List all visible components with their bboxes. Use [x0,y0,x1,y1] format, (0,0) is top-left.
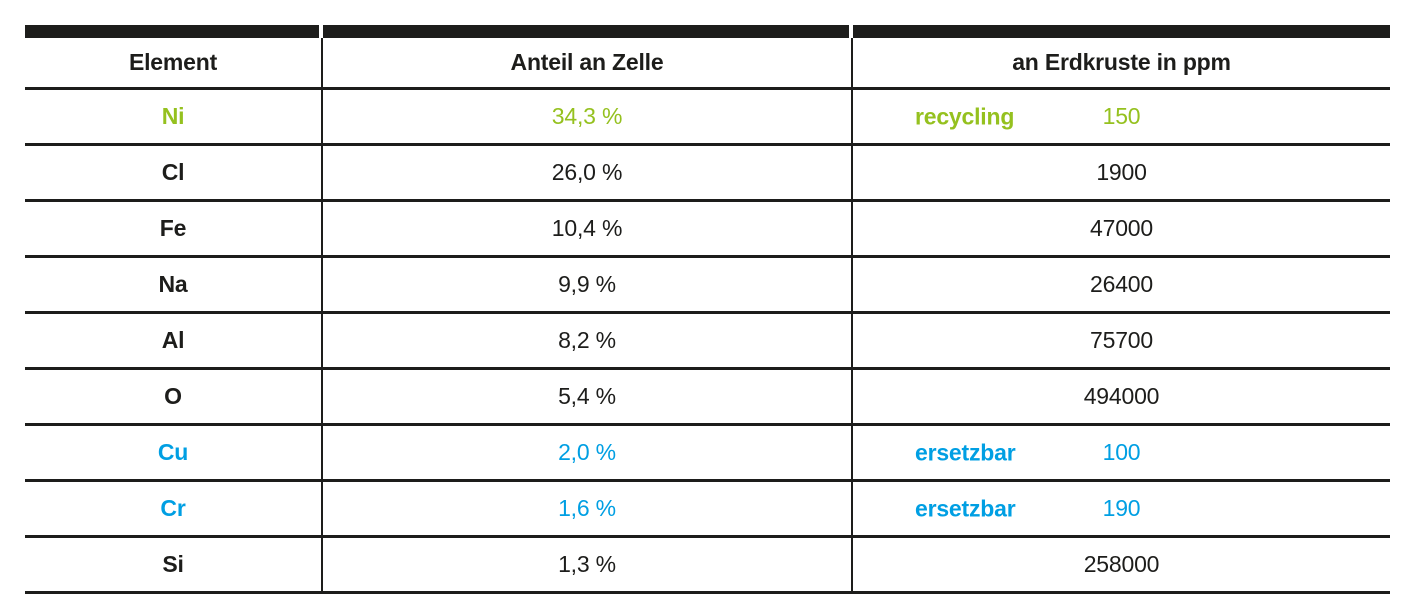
share-value: 1,3 % [321,538,851,591]
crust-value: 1900 [1096,159,1147,185]
top-bar-segment [25,25,319,38]
crust-value: 100 [1102,439,1141,465]
crust-value: 26400 [1090,271,1153,297]
element-symbol: Cl [161,159,185,185]
share-value: 8,2 % [321,314,851,367]
crust-cell: 1900 [851,146,1390,199]
table-row: Cl 26,0 % 1900 [25,146,1390,202]
crust-cell: 494000 [851,370,1390,423]
crust-cell: 75700 [851,314,1390,367]
table-row: O 5,4 % 494000 [25,370,1390,426]
crust-value: 190 [1102,495,1141,521]
top-bar-gap [849,25,853,38]
crust-annotation: ersetzbar [915,439,1016,465]
share-value: 5,4 % [321,370,851,423]
element-symbol: Ni [161,103,185,129]
table-row: Cr 1,6 % ersetzbar 190 [25,482,1390,538]
share-value: 34,3 % [321,90,851,143]
crust-cell: 47000 [851,202,1390,255]
table-row: Na 9,9 % 26400 [25,258,1390,314]
share-value: 9,9 % [321,258,851,311]
table-row: Si 1,3 % 258000 [25,538,1390,594]
share-value: 26,0 % [321,146,851,199]
share-value: 1,6 % [321,482,851,535]
table-row: Al 8,2 % 75700 [25,314,1390,370]
header-element: Element [128,49,218,75]
element-symbol: Al [161,327,185,353]
crust-cell: 258000 [851,538,1390,591]
crust-annotation: recycling [915,103,1015,129]
crust-value: 150 [1102,103,1141,129]
crust-value: 75700 [1090,327,1153,353]
element-symbol: Si [162,551,184,577]
element-symbol: O [164,383,182,409]
crust-cell: ersetzbar 190 [851,482,1390,535]
top-bar-segment [853,25,1390,38]
top-bar-segment [323,25,849,38]
element-symbol: Na [158,271,188,297]
crust-cell: ersetzbar 100 [851,426,1390,479]
crust-value: 47000 [1090,215,1153,241]
share-value: 10,4 % [321,202,851,255]
table-row: Ni 34,3 % recycling 150 [25,90,1390,146]
crust-value: 258000 [1083,551,1160,577]
table-top-bar [25,25,1390,38]
crust-annotation: ersetzbar [915,495,1016,521]
crust-cell: 26400 [851,258,1390,311]
element-table: Element Anteil an Zelle an Erdkruste in … [25,25,1390,594]
share-value: 2,0 % [321,426,851,479]
crust-cell: recycling 150 [851,90,1390,143]
header-row: Element Anteil an Zelle an Erdkruste in … [25,38,1390,90]
header-share: Anteil an Zelle [321,38,851,87]
element-symbol: Fe [159,215,187,241]
element-symbol: Cu [157,439,189,465]
table-row: Cu 2,0 % ersetzbar 100 [25,426,1390,482]
element-symbol: Cr [160,495,186,521]
header-crust: an Erdkruste in ppm [851,38,1390,87]
top-bar-gap [319,25,323,38]
table-row: Fe 10,4 % 47000 [25,202,1390,258]
crust-value: 494000 [1083,383,1160,409]
